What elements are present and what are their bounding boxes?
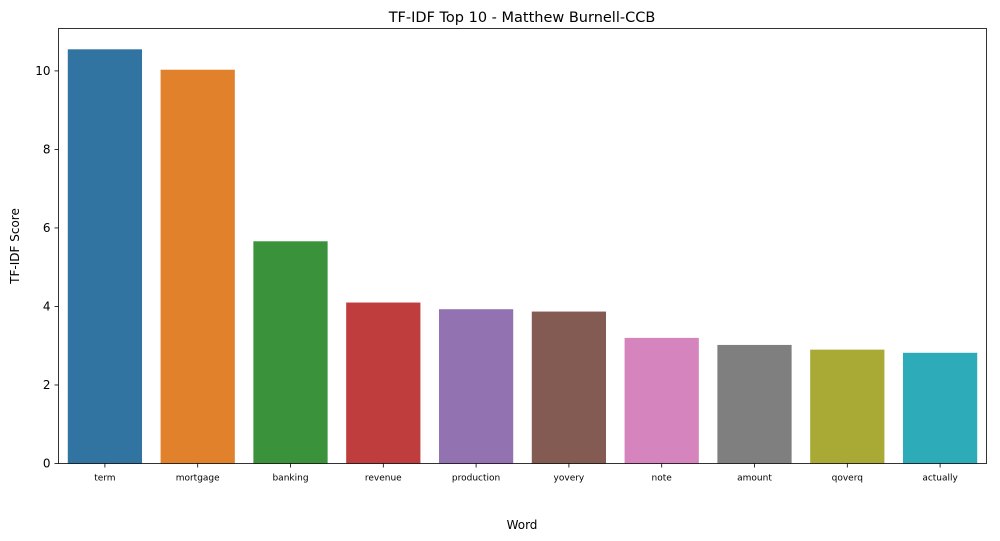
x-tick-label: actually xyxy=(922,474,958,484)
x-tick-label: qoverq xyxy=(832,474,863,484)
x-tick-label: note xyxy=(652,474,673,484)
bar-qoverq xyxy=(810,349,885,464)
x-tick-label: term xyxy=(94,474,115,484)
bar-amount xyxy=(717,344,792,464)
y-tick-label: 4 xyxy=(43,299,51,313)
bar-mortgage xyxy=(160,69,235,464)
bar-production xyxy=(438,309,514,464)
bar-revenue xyxy=(346,302,421,464)
x-tick-label: yovery xyxy=(554,474,585,484)
y-tick-label: 0 xyxy=(43,457,51,471)
y-tick-label: 6 xyxy=(43,221,51,235)
x-tick-label: banking xyxy=(272,474,308,484)
bar-note xyxy=(624,337,699,464)
plot-frame xyxy=(58,28,987,464)
x-tick-label: mortgage xyxy=(176,474,220,484)
x-tick-label: production xyxy=(452,474,500,484)
y-tick-label: 8 xyxy=(43,142,51,156)
bars-group xyxy=(67,49,978,464)
y-axis-label: TF-IDF Score xyxy=(8,208,22,285)
chart-title: TF-IDF Top 10 - Matthew Burnell-CCB xyxy=(388,10,656,26)
bar-term xyxy=(67,49,143,464)
y-tick-label: 2 xyxy=(43,378,51,392)
bar-yovery xyxy=(531,311,607,464)
x-tick-label: amount xyxy=(737,474,772,484)
y-tick-label: 10 xyxy=(35,64,50,78)
x-tick-label: revenue xyxy=(365,474,402,484)
x-axis-label: Word xyxy=(507,518,538,532)
bar-banking xyxy=(253,241,328,464)
y-axis-ticks: 0 2 4 6 8 10 xyxy=(35,64,59,471)
bar-actually xyxy=(902,352,978,464)
x-axis-ticks: term mortgage banking revenue production yove… xyxy=(94,463,959,484)
